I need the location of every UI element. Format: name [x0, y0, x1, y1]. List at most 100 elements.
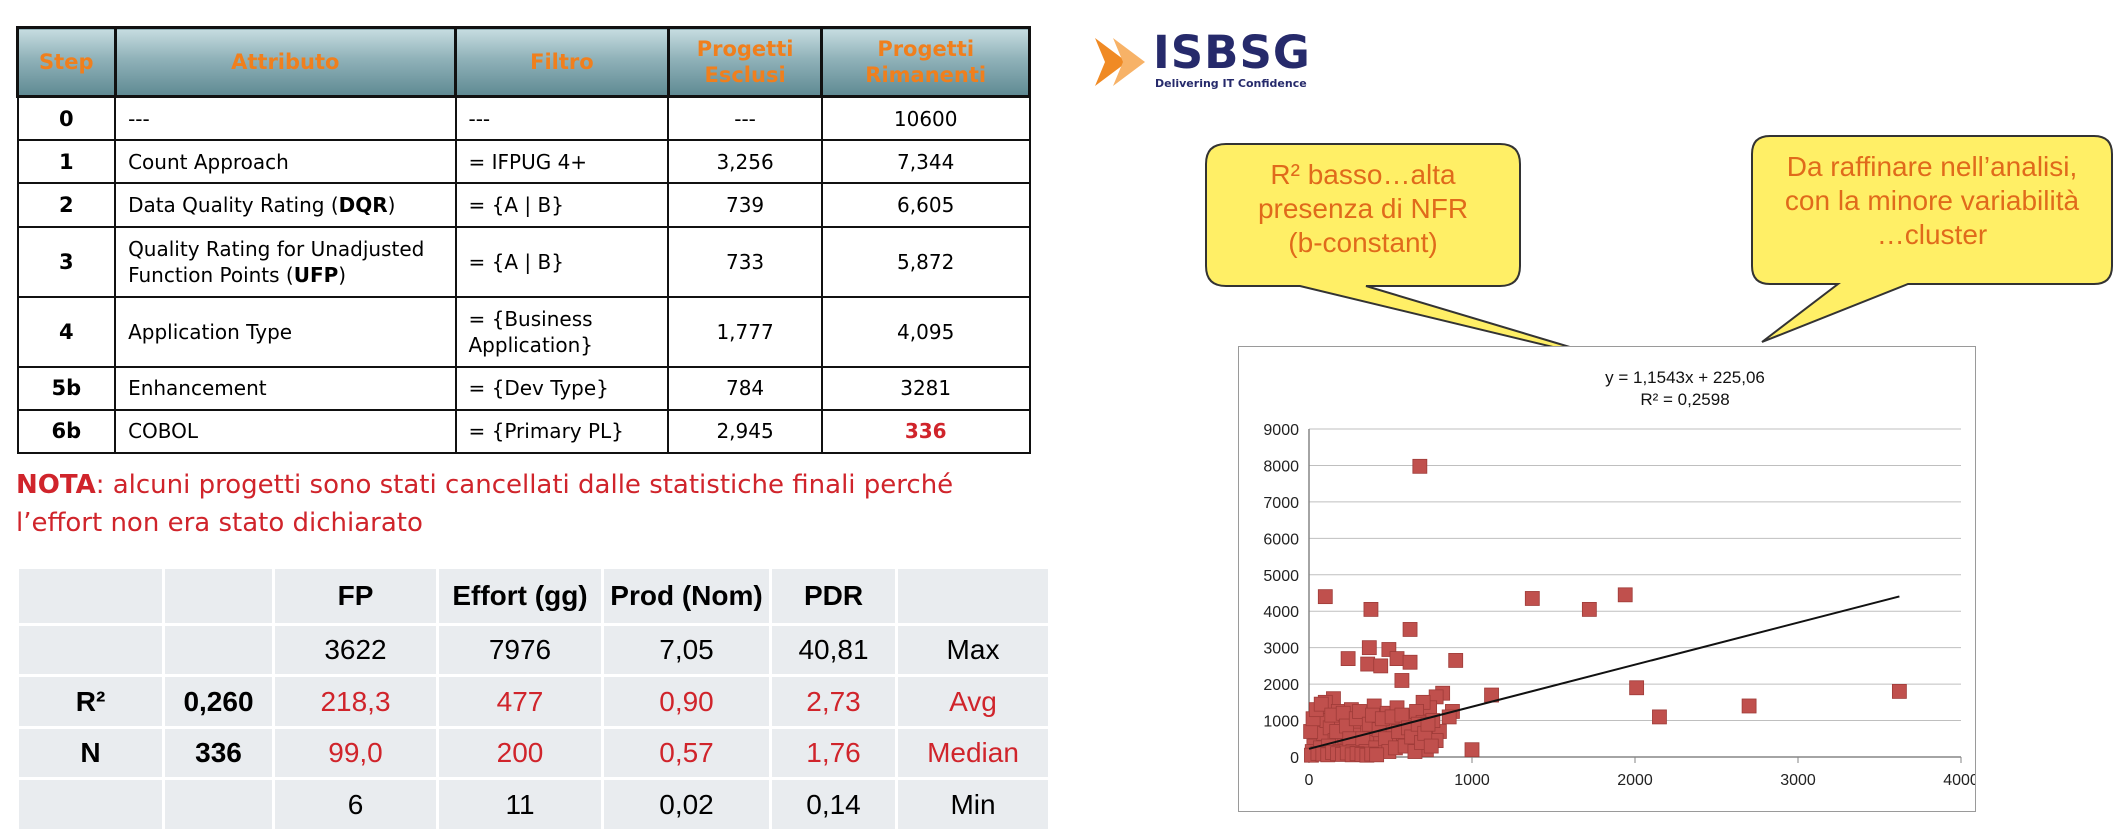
x-tick-label: 0	[1305, 772, 1314, 789]
cell-esclusi: 2,945	[667, 408, 823, 455]
data-point	[1652, 709, 1667, 725]
callout-right-text: Da raffinare nell’analisi, con la minore…	[1756, 150, 2108, 252]
stats-row-max: 3622 7976 7,05 40,81 Max	[16, 622, 1051, 678]
nota-label: NOTA	[16, 470, 96, 500]
cell-rimanenti: 3281	[820, 365, 1031, 411]
cell-step: 2	[16, 182, 117, 228]
stats-pdr: 1,76	[769, 725, 898, 781]
cell-step: 5b	[16, 365, 117, 411]
stats-fp: 3622	[272, 622, 439, 678]
cell-attributo: Application Type	[114, 295, 457, 368]
data-point	[1629, 680, 1645, 696]
stats-effort: 200	[436, 725, 604, 781]
stats-fp: 99,0	[272, 725, 439, 781]
y-tick-label: 3000	[1263, 641, 1299, 658]
data-point	[1402, 654, 1418, 670]
cell-step: 0	[16, 95, 117, 142]
y-tick-label: 2000	[1263, 677, 1299, 694]
logo-tagline: Delivering IT Confidence	[1155, 77, 1307, 90]
stats-row-avg: R² 0,260 218,3 477 0,90 2,73 Avg	[16, 674, 1051, 729]
data-point	[1369, 747, 1385, 763]
stats-label	[16, 777, 165, 832]
data-point	[1464, 742, 1480, 758]
stats-prod: 0,57	[601, 725, 772, 781]
y-tick-label: 1000	[1263, 714, 1299, 731]
data-point	[1617, 587, 1633, 603]
data-point	[1394, 707, 1410, 723]
data-point	[1524, 591, 1540, 606]
stats-value	[162, 622, 275, 678]
table-row: 2 Data Quality Rating (DQR) = {A | B} 73…	[16, 182, 1031, 228]
stats-row-median: N 336 99,0 200 0,57 1,76 Median	[16, 725, 1051, 781]
nota-body: : alcuni progetti sono stati cancellati …	[16, 470, 954, 538]
header-rimanenti: Progetti Rimanenti	[820, 26, 1031, 98]
stats-effort: 477	[436, 674, 604, 729]
stats-fp: 218,3	[272, 674, 439, 729]
table-row: 3 Quality Rating for Unadjusted Function…	[16, 225, 1031, 298]
cell-rimanenti: 5,872	[820, 225, 1031, 298]
x-tick-label: 4000	[1943, 772, 1975, 789]
data-point	[1317, 589, 1333, 605]
callout-left-line: (b-constant)	[1288, 227, 1438, 258]
cell-esclusi: 1,777	[667, 295, 823, 368]
data-point	[1313, 696, 1329, 712]
data-point	[1402, 622, 1418, 637]
cell-rimanenti: 10600	[820, 95, 1031, 142]
data-point	[1340, 651, 1356, 667]
cell-filtro: = IFPUG 4+	[454, 139, 670, 185]
y-tick-label: 0	[1290, 750, 1299, 767]
data-point	[1373, 658, 1389, 674]
table-row: 1 Count Approach = IFPUG 4+ 3,256 7,344	[16, 139, 1031, 185]
cell-esclusi: 733	[667, 225, 823, 298]
cell-step: 6b	[16, 408, 117, 455]
attributo-text: Data Quality Rating (	[128, 193, 339, 218]
trendline	[1308, 595, 1900, 750]
y-tick-label: 9000	[1263, 422, 1299, 439]
callout-right-line: …cluster	[1876, 219, 1988, 250]
table-row: 5b Enhancement = {Dev Type} 784 3281	[16, 365, 1031, 411]
y-tick-label: 8000	[1263, 458, 1299, 475]
cell-attributo: ---	[114, 95, 457, 142]
data-point	[1423, 738, 1439, 754]
stats-prod: 0,02	[601, 777, 772, 832]
attributo-abbrev: DQR	[338, 193, 388, 218]
callout-left-line: presenza di NFR	[1257, 193, 1469, 224]
stats-effort: 11	[436, 777, 604, 832]
table-row: 4 Application Type = {Business Applicati…	[16, 295, 1031, 368]
attributo-text: Enhancement	[128, 376, 267, 401]
stats-header-effort: Effort (gg)	[436, 566, 604, 626]
stats-prod: 0,90	[601, 674, 772, 729]
logo-chevron-icon	[1095, 38, 1145, 86]
callout-left-line: R² basso…alta	[1270, 159, 1456, 190]
data-point	[1361, 640, 1377, 656]
stats-value	[162, 777, 275, 832]
header-attributo: Attributo	[113, 26, 458, 98]
cell-rimanenti-final: 336	[820, 408, 1031, 455]
cell-filtro: ---	[454, 95, 670, 142]
cell-step: 1	[16, 139, 117, 185]
cell-attributo: Quality Rating for Unadjusted Function P…	[114, 225, 457, 298]
cell-esclusi: ---	[667, 95, 823, 142]
stats-header-row: FP Effort (gg) Prod (Nom) PDR	[16, 566, 1051, 626]
y-tick-label: 7000	[1263, 495, 1299, 512]
nota-text: NOTA: alcuni progetti sono stati cancell…	[16, 466, 1046, 542]
data-point	[1394, 673, 1410, 688]
stats-header-blank	[162, 566, 275, 626]
cell-esclusi: 3,256	[667, 139, 823, 185]
filter-table-header: Step Attributo Filtro Progetti Esclusi P…	[16, 26, 1031, 98]
stats-fp: 6	[272, 777, 439, 832]
stats-pdr: 2,73	[769, 674, 898, 729]
callout-right-line: Da raffinare nell’analisi,	[1786, 151, 2078, 182]
stats-header-fp: FP	[272, 566, 439, 626]
header-esclusi: Progetti Esclusi	[666, 26, 824, 98]
scatter-chart: 0 1000 2000 3000 4000 5000 6000 7000 8000 9000 0 1…	[1238, 346, 1976, 812]
table-row: 6b COBOL = {Primary PL} 2,945 336	[16, 408, 1031, 455]
cell-step: 3	[16, 225, 117, 298]
data-point	[1581, 601, 1597, 617]
stats-header-pdr: PDR	[769, 566, 898, 626]
stats-row-min: 6 11 0,02 0,14 Min	[16, 777, 1051, 832]
data-point	[1363, 601, 1379, 617]
attributo-text: COBOL	[128, 419, 199, 444]
cell-filtro: = {Business Application}	[454, 295, 670, 368]
cell-esclusi: 739	[667, 182, 823, 228]
